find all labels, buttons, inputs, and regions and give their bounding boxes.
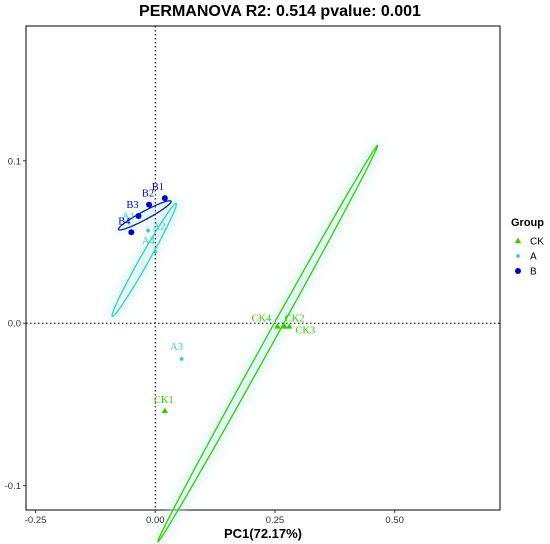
y-tick-label: -0.1: [5, 481, 21, 492]
point-label-ck3: CK3: [295, 325, 315, 336]
point-ck2: [281, 323, 288, 329]
point-label-ck4: CK4: [251, 313, 272, 324]
x-tick-label: 0.25: [266, 515, 285, 526]
point-b3: [135, 213, 142, 220]
point-label-b1: B1: [152, 182, 164, 193]
point-label-b4: B4: [118, 216, 131, 227]
axis-ticks: -0.25 0.00 0.25 0.50 -0.1 0.0 0.1: [5, 156, 404, 526]
point-ck3: [286, 323, 293, 329]
point-label-ck2: CK2: [285, 313, 305, 324]
legend-key-ck: [514, 237, 522, 244]
point-a3: [179, 356, 185, 362]
point-ck4: [274, 323, 281, 329]
legend-label-a: A: [530, 252, 537, 263]
y-tick-label: 0.0: [8, 319, 21, 330]
ellipse-a: [111, 202, 178, 318]
x-axis-title: PC1(72.17%): [224, 526, 302, 541]
point-b1: [161, 195, 168, 202]
legend-label-ck: CK: [530, 237, 544, 248]
legend-key-a: [515, 253, 521, 259]
legend: Group CK AB: [511, 217, 544, 278]
plot-panel: [25, 25, 501, 511]
confidence-ellipses: [111, 144, 379, 543]
x-tick-label: -0.25: [25, 515, 47, 526]
point-label-a4: A4: [142, 236, 156, 247]
legend-key-b: [515, 268, 521, 274]
point-label-a1: A1: [122, 211, 135, 222]
y-tick-label: 0.1: [8, 156, 21, 167]
x-tick-label: 0.00: [146, 515, 165, 526]
point-label-b3: B3: [126, 200, 138, 211]
point-ck1: [161, 407, 169, 414]
point-label-b2: B2: [142, 189, 154, 200]
point-a4: [152, 249, 158, 255]
chart-title: PERMANOVA R2: 0.514 pvalue: 0.001: [139, 3, 421, 20]
ellipse-ck: [157, 144, 379, 543]
legend-title: Group: [511, 217, 544, 229]
data-points: [128, 195, 293, 414]
point-b4: [128, 229, 135, 236]
reference-lines: [26, 26, 500, 510]
ellipse-b: [117, 200, 172, 231]
x-tick-label: 0.50: [385, 515, 404, 526]
point-label-ck1: CK1: [154, 395, 174, 406]
legend-label-b: B: [530, 267, 537, 278]
point-label-a3: A3: [170, 342, 183, 353]
point-label-a2: A2: [153, 222, 166, 233]
point-a2: [145, 228, 151, 234]
point-b2: [146, 201, 153, 208]
